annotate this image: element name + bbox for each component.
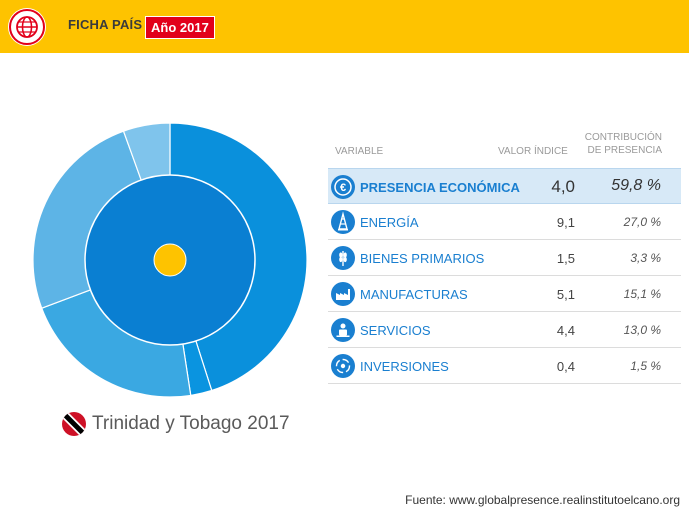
header-contribucion-line1: CONTRIBUCIÓN	[584, 132, 662, 143]
table-row-manufacturas[interactable]: MANUFACTURAS 5,1 15,1 %	[328, 276, 681, 312]
page-title: FICHA PAÍS	[68, 17, 143, 32]
oil-derrick-icon	[331, 210, 355, 234]
year-badge: Año 2017	[145, 16, 215, 39]
country-label: Trinidad y Tobago 2017	[92, 413, 290, 434]
table-row-bienes-primarios[interactable]: BIENES PRIMARIOS 1,5 3,3 %	[328, 240, 681, 276]
row-label: INVERSIONES	[360, 359, 449, 374]
trinidad-tobago-flag-icon	[62, 412, 86, 436]
svg-text:€: €	[340, 182, 346, 194]
donut-center-dot	[153, 243, 187, 277]
table-row-servicios[interactable]: SERVICIOS 4,4 13,0 %	[328, 312, 681, 348]
euro-icon: €	[331, 175, 355, 199]
globe-icon[interactable]	[8, 8, 46, 46]
row-label: PRESENCIA ECONÓMICA	[360, 180, 520, 195]
row-contribution: 15,1 %	[623, 287, 661, 301]
row-value: 4,0	[551, 177, 575, 196]
source-note: Fuente: www.globalpresence.realinstituto…	[405, 493, 680, 507]
wheat-icon	[331, 246, 355, 270]
row-contribution: 13,0 %	[623, 323, 661, 337]
row-label: BIENES PRIMARIOS	[360, 251, 485, 266]
table-row-energia[interactable]: ENERGÍA 9,1 27,0 %	[328, 204, 681, 240]
investment-cycle-icon	[331, 354, 355, 378]
row-value: 1,5	[556, 251, 575, 266]
row-label: SERVICIOS	[360, 323, 431, 338]
factory-icon	[331, 282, 355, 306]
row-value: 4,4	[556, 323, 575, 338]
table-row-presencia-economica[interactable]: € PRESENCIA ECONÓMICA 4,0 59,8 %	[328, 168, 681, 204]
row-label: MANUFACTURAS	[360, 287, 468, 302]
header-contribucion-line2: DE PRESENCIA	[587, 145, 662, 156]
row-contribution: 27,0 %	[623, 215, 661, 229]
row-value: 0,4	[556, 359, 575, 374]
header-valor-indice: VALOR ÍNDICE	[498, 146, 568, 157]
presence-donut-chart	[32, 122, 308, 398]
variables-table: VARIABLE VALOR ÍNDICE CONTRIBUCIÓN DE PR…	[328, 128, 681, 384]
header-bar: FICHA PAÍS Año 2017	[0, 0, 689, 53]
row-contribution: 59,8 %	[611, 177, 661, 194]
row-value: 5,1	[556, 287, 575, 302]
header-variable: VARIABLE	[335, 146, 384, 157]
row-label: ENERGÍA	[360, 215, 419, 230]
services-icon	[331, 318, 355, 342]
table-header: VARIABLE VALOR ÍNDICE CONTRIBUCIÓN DE PR…	[328, 128, 681, 168]
row-contribution: 3,3 %	[630, 251, 661, 265]
header-contribucion: CONTRIBUCIÓN DE PRESENCIA	[585, 131, 662, 157]
row-value: 9,1	[556, 215, 575, 230]
country-label-group: Trinidad y Tobago 2017	[62, 411, 290, 437]
table-row-inversiones[interactable]: INVERSIONES 0,4 1,5 %	[328, 348, 681, 384]
row-contribution: 1,5 %	[630, 359, 661, 373]
